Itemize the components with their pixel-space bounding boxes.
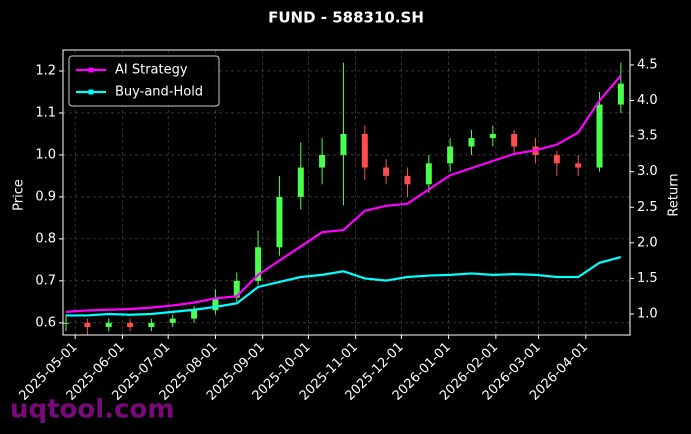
y2-tick-label: 1.0 (637, 307, 658, 322)
y2-axis-label: Return (667, 173, 682, 216)
candle-body (127, 322, 134, 328)
candle-body (596, 104, 603, 168)
y-tick-label: 1.1 (35, 105, 56, 120)
candle-body (319, 154, 326, 168)
y-tick-label: 0.8 (35, 231, 56, 246)
candle-body (255, 247, 262, 281)
candle-body (297, 167, 304, 197)
candle-body (361, 133, 368, 168)
y2-tick-label: 4.5 (637, 57, 658, 72)
candle-body (575, 163, 582, 168)
candle-body (489, 133, 496, 139)
candle-body (553, 154, 560, 164)
candle-body (191, 310, 198, 319)
y2-tick-label: 2.5 (637, 200, 658, 215)
candle-body (617, 83, 624, 105)
return-line (65, 74, 622, 313)
y2-tick-label: 2.0 (637, 235, 658, 250)
y-axis-label: Price (12, 179, 27, 211)
candle-body (233, 280, 240, 298)
y-tick-label: 0.9 (35, 189, 56, 204)
y-tick-label: 1.2 (35, 63, 56, 78)
legend-marker (88, 67, 94, 73)
candle-body (276, 196, 283, 248)
candle-body (468, 138, 475, 147)
legend-box (68, 55, 220, 107)
candle-body (63, 322, 70, 324)
candle-body (212, 297, 219, 311)
y-tick-label: 0.6 (35, 315, 56, 330)
candle-body (340, 133, 347, 155)
chart-title: FUND - 588310.SH (268, 9, 424, 27)
y-tick-label: 0.7 (35, 273, 56, 288)
y2-tick-label: 1.5 (637, 271, 658, 286)
plot-frame (62, 49, 631, 336)
legend-label: AI Strategy (115, 63, 188, 78)
candle-body (105, 322, 112, 328)
legend: AI Strategy Buy-and-Hold (68, 55, 220, 107)
candle-body (383, 167, 390, 176)
candle-body (169, 318, 176, 323)
y2-tick-label: 4.0 (637, 93, 658, 108)
candle-body (404, 175, 411, 185)
y2-tick-label: 3.0 (637, 164, 658, 179)
y2-tick-label: 3.5 (637, 129, 658, 144)
candle-body (425, 163, 432, 185)
legend-label: Buy-and-Hold (115, 85, 203, 100)
candle-body (84, 322, 91, 328)
candle-body (148, 322, 155, 328)
return-line (66, 256, 622, 317)
candle-body (447, 146, 454, 164)
legend-marker (88, 89, 94, 95)
y-tick-label: 1.0 (35, 147, 56, 162)
watermark: uqtool.com (10, 395, 174, 425)
candle-body (511, 133, 518, 147)
